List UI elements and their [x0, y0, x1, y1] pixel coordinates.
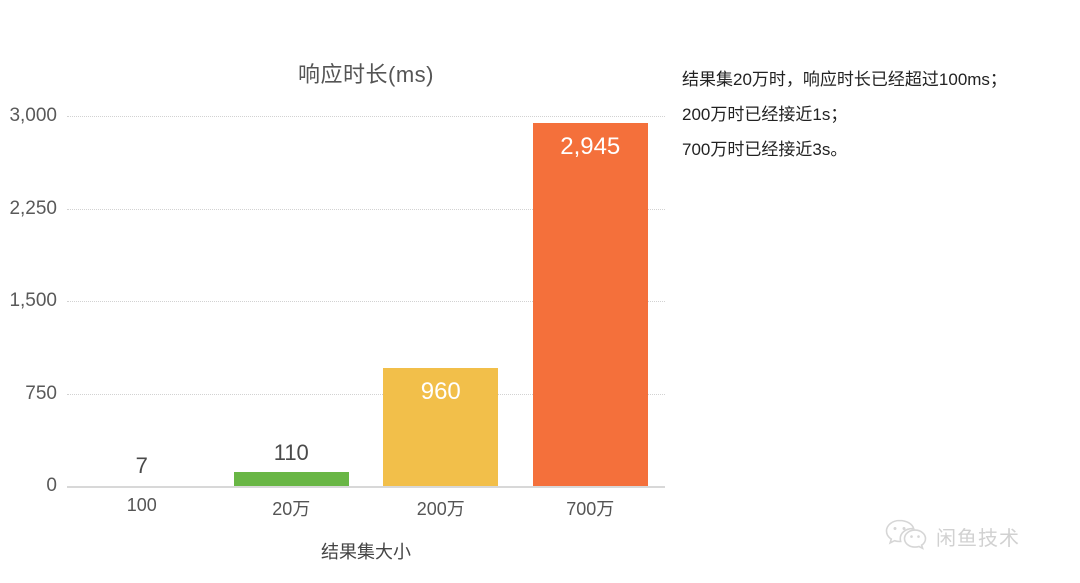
gridline — [67, 301, 665, 302]
y-tick-label: 750 — [25, 382, 57, 404]
wechat-icon — [884, 518, 928, 555]
y-axis-tick-labels: 0 750 1,500 2,250 3,000 — [0, 105, 57, 496]
x-tick-label: 20万 — [272, 499, 311, 519]
y-tick-label: 0 — [46, 475, 57, 496]
annotation-text-block: 结果集20万时，响应时长已经超过100ms； 200万时已经接近1s； 700万时已… — [682, 62, 1072, 167]
bar-value-label: 960 — [420, 377, 461, 405]
watermark-text: 闲鱼技术 — [936, 528, 1020, 550]
x-tick-label: 100 — [126, 495, 157, 515]
bar[interactable]: 960 — [383, 367, 499, 486]
y-tick-label: 3,000 — [9, 105, 57, 126]
response-time-bar-chart: 响应时长(ms) 0 750 1,500 2,250 3,000 7 110 960 2,94… — [0, 62, 665, 562]
bar-value-label: 7 — [135, 453, 148, 479]
bar[interactable]: 7 — [84, 453, 200, 486]
watermark: 闲鱼技术 — [884, 518, 1020, 555]
y-tick-label: 1,500 — [9, 290, 57, 311]
chart-title: 响应时长(ms) — [298, 62, 434, 87]
annotation-line: 结果集20万时，响应时长已经超过100ms； — [682, 70, 1007, 89]
bar[interactable]: 110 — [233, 440, 349, 486]
x-axis-line — [67, 486, 665, 488]
x-tick-label: 200万 — [416, 499, 465, 519]
gridline — [67, 208, 665, 210]
bar-value-label: 110 — [273, 440, 309, 466]
annotation-line: 200万时已经接近1s； — [682, 105, 848, 124]
bar-value-label: 2,945 — [560, 132, 621, 160]
x-axis-title: 结果集大小 — [321, 542, 411, 562]
annotation-line: 700万时已经接近3s。 — [682, 140, 848, 159]
y-tick-label: 2,250 — [9, 197, 57, 219]
plot-area: 7 110 960 2,945 — [67, 116, 665, 488]
gridline — [67, 393, 665, 395]
gridline — [67, 116, 665, 117]
bar[interactable]: 2,945 — [532, 122, 648, 486]
x-tick-label: 700万 — [566, 499, 615, 519]
